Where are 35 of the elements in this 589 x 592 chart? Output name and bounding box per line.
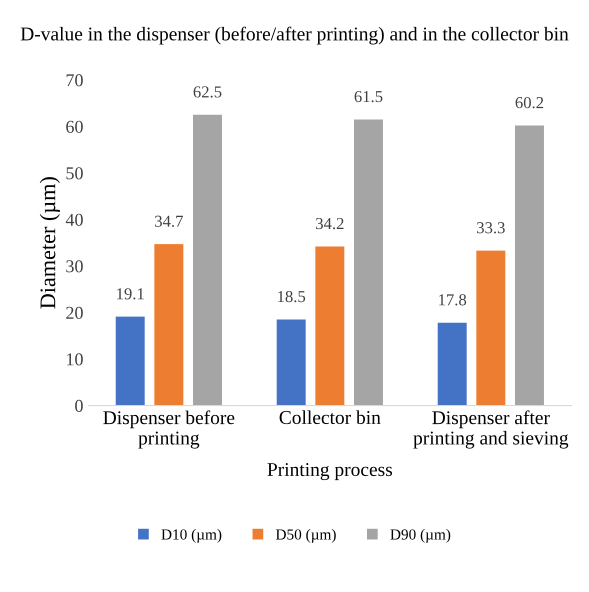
y-axis-title: Diameter (µm) xyxy=(40,177,60,309)
data-label: 18.5 xyxy=(278,290,306,302)
y-tick-label: 30 xyxy=(66,260,83,272)
x-tick-label: Dispenser after printing and sieving xyxy=(413,410,568,449)
bar xyxy=(438,322,467,406)
bar xyxy=(315,246,344,406)
x-axis-title: Printing process xyxy=(267,463,392,480)
legend-label: D10 (µm) xyxy=(161,528,222,543)
data-label: 60.2 xyxy=(516,96,544,108)
legend-label: D50 (µm) xyxy=(276,528,336,543)
data-label: 33.3 xyxy=(477,222,505,234)
data-label: 62.5 xyxy=(194,86,222,98)
y-tick-label: 10 xyxy=(67,353,83,366)
y-tick-label: 0 xyxy=(75,400,83,412)
y-tick-label: 40 xyxy=(66,214,83,226)
y-tick-label: 70 xyxy=(66,74,83,86)
y-tick-label: 60 xyxy=(66,120,83,133)
data-label: 61.5 xyxy=(354,90,382,102)
chart-title: D-value in the dispenser (before/after printing) and in the collector bin xyxy=(20,26,568,45)
bar xyxy=(354,119,383,406)
data-label: 17.8 xyxy=(439,294,466,306)
y-tick-label: 50 xyxy=(66,167,83,180)
data-label: 19.1 xyxy=(117,288,144,300)
bar xyxy=(192,114,222,406)
x-tick-label: Dispenser before printing xyxy=(103,410,234,449)
x-tick-label: Collector bin xyxy=(280,410,381,424)
data-label: 34.7 xyxy=(155,216,183,227)
bar xyxy=(476,250,506,406)
legend-label: D90 (µm) xyxy=(390,528,450,543)
data-label: 34.2 xyxy=(316,218,344,230)
y-tick-label: 20 xyxy=(66,306,83,319)
bar xyxy=(116,316,145,406)
bar xyxy=(514,126,544,406)
bar xyxy=(276,319,306,406)
bar xyxy=(154,244,184,406)
